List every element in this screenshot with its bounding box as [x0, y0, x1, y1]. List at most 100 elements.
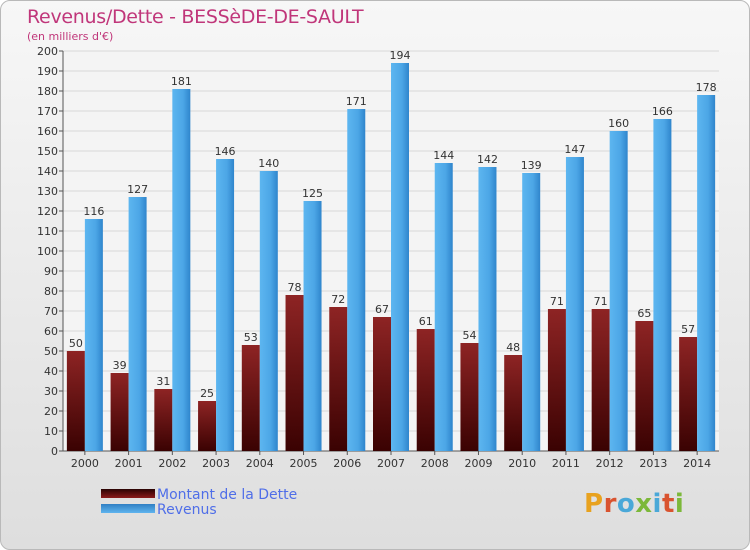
bar-revenue	[697, 95, 716, 451]
x-tick-label: 2014	[683, 457, 711, 470]
logo-letter: i	[674, 489, 685, 519]
data-label-revenue: 127	[127, 183, 148, 196]
data-label-revenue: 166	[652, 105, 673, 118]
data-label-debt: 71	[550, 295, 564, 308]
x-tick-label: 2012	[596, 457, 624, 470]
bar-debt	[504, 355, 523, 451]
data-label-debt: 50	[69, 337, 83, 350]
data-label-debt: 78	[288, 281, 302, 294]
bar-debt	[679, 337, 698, 451]
bar-revenue	[216, 159, 235, 451]
bar-debt	[198, 401, 217, 451]
bar-debt	[110, 373, 129, 451]
bar-revenue	[128, 197, 147, 451]
data-label-revenue: 178	[696, 81, 717, 94]
legend-label-debt: Montant de la Dette	[157, 487, 298, 503]
legend-swatch-debt	[101, 489, 155, 498]
x-tick-label: 2006	[333, 457, 361, 470]
bar-debt	[635, 321, 654, 451]
logo-letter: r	[603, 489, 617, 519]
data-label-debt: 71	[594, 295, 608, 308]
data-label-debt: 57	[681, 323, 695, 336]
data-label-revenue: 194	[390, 49, 411, 62]
bar-revenue	[391, 63, 409, 451]
y-tick-label: 100	[37, 245, 58, 258]
y-tick-label: 50	[44, 345, 58, 358]
bar-debt	[241, 345, 260, 451]
bar-debt	[591, 309, 610, 451]
bar-revenue	[653, 119, 672, 451]
x-tick-label: 2001	[115, 457, 143, 470]
y-tick-label: 130	[37, 185, 58, 198]
y-tick-label: 140	[37, 165, 58, 178]
y-tick-label: 20	[44, 405, 58, 418]
data-label-debt: 72	[331, 293, 345, 306]
x-tick-label: 2013	[639, 457, 667, 470]
data-label-debt: 53	[244, 331, 258, 344]
data-label-revenue: 181	[171, 75, 192, 88]
chart-title: Revenus/Dette - BESSèDE-DE-SAULT	[27, 6, 364, 28]
y-tick-label: 10	[44, 425, 58, 438]
x-tick-label: 2003	[202, 457, 230, 470]
x-tick-label: 2005	[290, 457, 318, 470]
x-tick-label: 2002	[158, 457, 186, 470]
data-label-revenue: 146	[215, 145, 236, 158]
y-tick-label: 190	[37, 65, 58, 78]
y-tick-label: 90	[44, 265, 58, 278]
bar-debt	[66, 351, 85, 451]
data-label-debt: 39	[113, 359, 127, 372]
x-tick-label: 2010	[508, 457, 536, 470]
x-tick-label: 2007	[377, 457, 405, 470]
y-tick-label: 150	[37, 145, 58, 158]
logo-letter: i	[652, 489, 662, 519]
legend-swatch-revenue	[101, 504, 155, 513]
data-label-revenue: 147	[564, 143, 585, 156]
y-tick-label: 60	[44, 325, 58, 338]
y-tick-label: 200	[37, 45, 58, 58]
y-tick-label: 70	[44, 305, 58, 318]
x-tick-label: 2011	[552, 457, 580, 470]
bar-revenue	[303, 201, 322, 451]
data-label-revenue: 125	[302, 187, 323, 200]
bar-revenue	[172, 89, 191, 451]
x-tick-label: 2004	[246, 457, 274, 470]
proxiti-logo: Proxiti	[584, 489, 684, 519]
bar-revenue	[434, 163, 453, 451]
data-label-revenue: 142	[477, 153, 498, 166]
bar-debt	[329, 307, 348, 451]
chart-subtitle: (en milliers d'€)	[27, 30, 114, 43]
data-label-revenue: 139	[521, 159, 542, 172]
bar-revenue	[347, 109, 366, 451]
y-tick-label: 120	[37, 205, 58, 218]
data-label-debt: 67	[375, 303, 389, 316]
x-tick-label: 2000	[71, 457, 99, 470]
data-label-revenue: 171	[346, 95, 367, 108]
data-label-debt: 61	[419, 315, 433, 328]
data-label-revenue: 160	[608, 117, 629, 130]
y-tick-label: 0	[51, 445, 58, 458]
bar-debt	[460, 343, 479, 451]
bar-debt	[547, 309, 566, 451]
data-label-revenue: 144	[433, 149, 454, 162]
logo-letter: P	[584, 489, 604, 519]
logo-letter: t	[661, 489, 675, 519]
x-tick-label: 2008	[421, 457, 449, 470]
data-label-debt: 48	[506, 341, 520, 354]
y-tick-label: 80	[44, 285, 58, 298]
bar-revenue	[84, 219, 103, 451]
y-tick-label: 180	[37, 85, 58, 98]
bar-debt	[373, 317, 391, 451]
x-tick-label: 2009	[464, 457, 492, 470]
bar-revenue	[478, 167, 497, 451]
bar-revenue	[565, 157, 584, 451]
bar-debt	[285, 295, 304, 451]
data-label-debt: 54	[462, 329, 476, 342]
bar-debt	[154, 389, 173, 451]
y-tick-label: 160	[37, 125, 58, 138]
data-label-debt: 31	[156, 375, 170, 388]
logo-letter: x	[635, 489, 653, 519]
y-tick-label: 110	[37, 225, 58, 238]
y-tick-label: 170	[37, 105, 58, 118]
bar-revenue	[259, 171, 278, 451]
